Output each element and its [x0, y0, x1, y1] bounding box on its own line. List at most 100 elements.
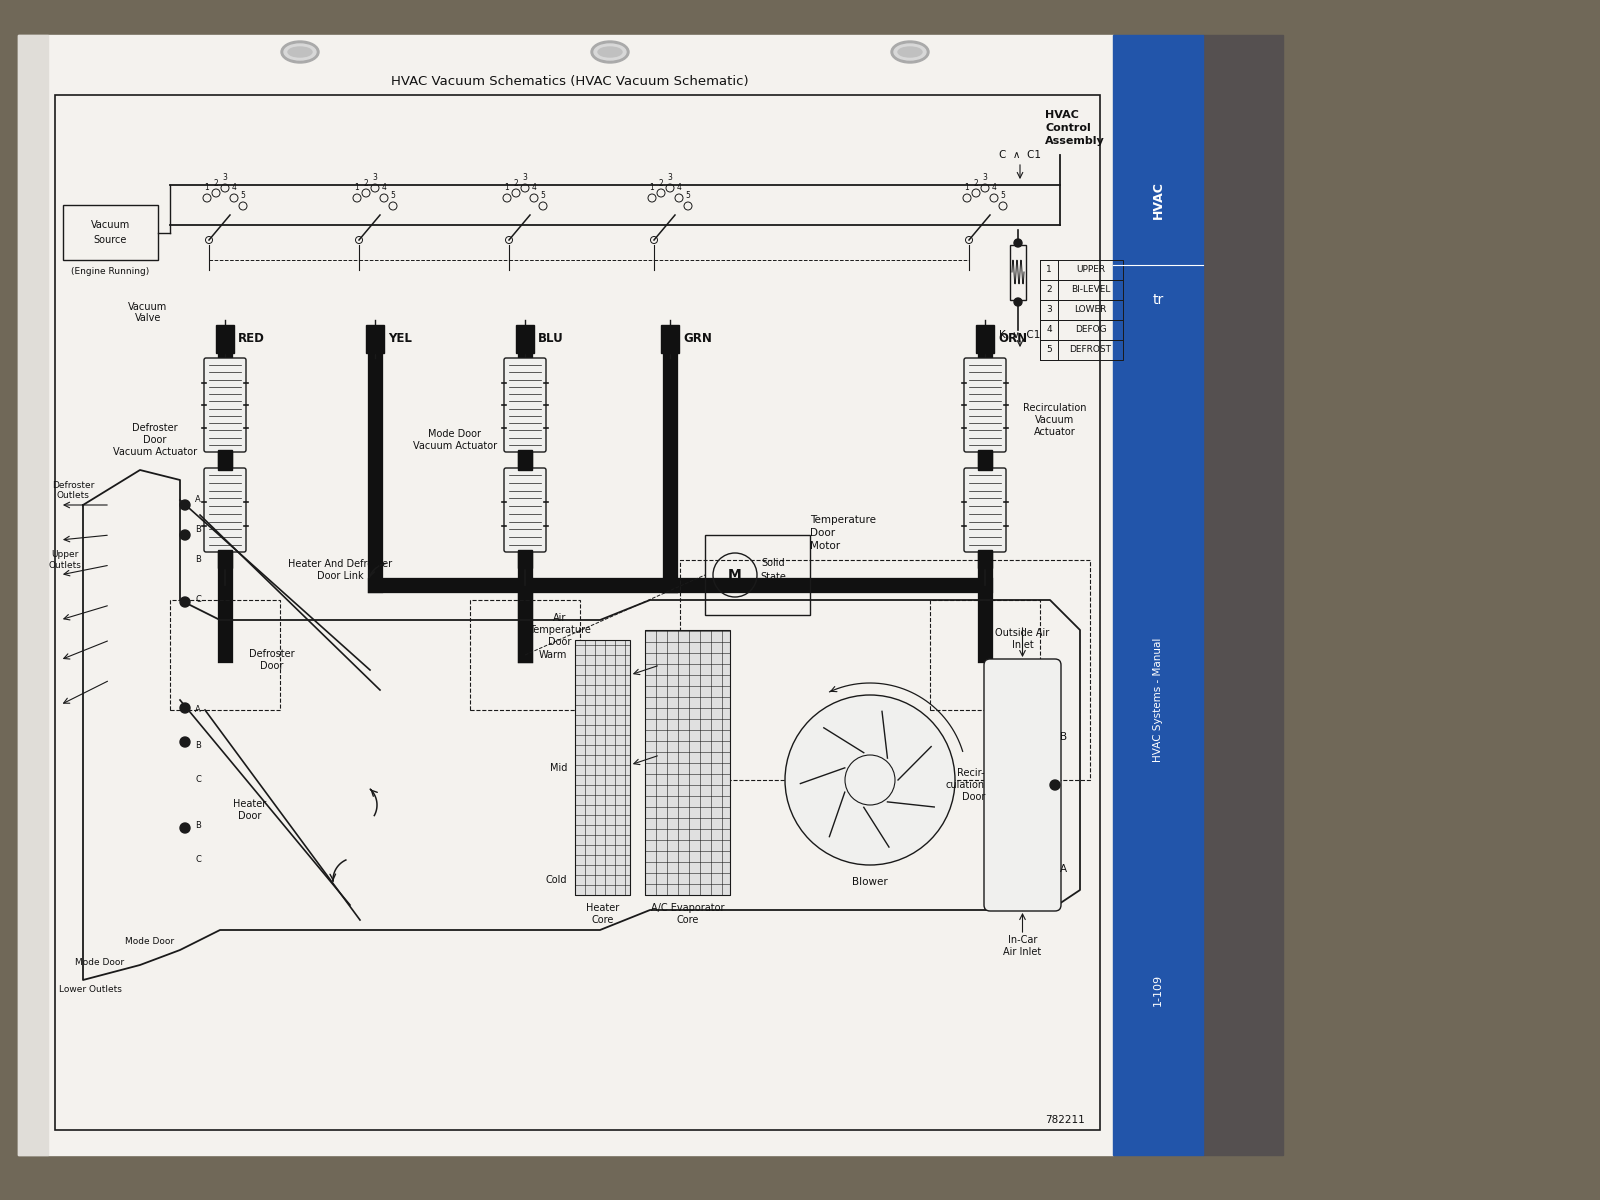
Circle shape	[179, 500, 190, 510]
Bar	[1040, 280, 1058, 300]
Bar	[1040, 300, 1058, 320]
Bar	[661, 325, 678, 353]
FancyBboxPatch shape	[205, 468, 246, 552]
Text: HVAC Vacuum Schematics (HVAC Vacuum Schematic): HVAC Vacuum Schematics (HVAC Vacuum Sche…	[390, 76, 749, 89]
Bar	[18, 35, 48, 1154]
Circle shape	[179, 596, 190, 607]
Text: Core: Core	[592, 914, 614, 925]
Bar	[706, 535, 810, 614]
Ellipse shape	[288, 47, 312, 56]
Text: Mode Door: Mode Door	[75, 958, 125, 967]
Text: DEFROST: DEFROST	[1069, 346, 1112, 354]
Text: HVAC: HVAC	[1045, 110, 1078, 120]
Ellipse shape	[285, 44, 317, 60]
Circle shape	[179, 530, 190, 540]
Text: 1-109: 1-109	[1154, 974, 1163, 1006]
Text: RED: RED	[238, 332, 266, 346]
Bar	[54, 95, 1101, 1130]
Text: UPPER: UPPER	[1075, 265, 1106, 275]
Bar	[978, 550, 992, 568]
Circle shape	[786, 695, 955, 865]
Text: Outside Air
Inlet: Outside Air Inlet	[995, 629, 1050, 650]
FancyBboxPatch shape	[504, 358, 546, 452]
Text: BI-LEVEL: BI-LEVEL	[1070, 286, 1110, 294]
Text: HVAC: HVAC	[1152, 181, 1165, 218]
Bar	[1114, 35, 1203, 1154]
Bar	[170, 600, 280, 710]
Text: Cold: Cold	[546, 875, 566, 886]
Text: 3: 3	[523, 174, 528, 182]
Bar	[1040, 260, 1123, 280]
Bar	[1010, 245, 1026, 300]
Text: 1: 1	[650, 184, 654, 192]
Text: Air
Temperature
Door: Air Temperature Door	[530, 613, 590, 647]
Text: (Engine Running): (Engine Running)	[72, 268, 150, 276]
Text: B: B	[195, 821, 202, 829]
Text: Lower Outlets: Lower Outlets	[59, 985, 122, 994]
Bar	[1203, 35, 1283, 1154]
Text: Source: Source	[94, 235, 126, 245]
Bar	[1040, 320, 1123, 340]
Text: 5: 5	[1046, 346, 1051, 354]
Text: Warm: Warm	[539, 650, 566, 660]
Text: B: B	[195, 740, 202, 750]
Bar	[1040, 340, 1058, 360]
Text: 2: 2	[659, 179, 664, 187]
FancyBboxPatch shape	[205, 358, 246, 452]
Text: 3: 3	[1046, 306, 1051, 314]
Text: Core: Core	[677, 914, 699, 925]
Text: 2: 2	[974, 179, 978, 187]
Text: 5: 5	[685, 192, 691, 200]
Text: B: B	[1059, 732, 1067, 742]
Text: Temperature: Temperature	[810, 515, 877, 526]
Bar	[930, 600, 1040, 710]
Text: tr: tr	[1152, 293, 1163, 307]
Ellipse shape	[282, 41, 318, 62]
Circle shape	[179, 703, 190, 713]
Text: State: State	[760, 572, 786, 582]
Text: 782211: 782211	[1045, 1115, 1085, 1126]
Bar	[518, 450, 531, 470]
Text: 4: 4	[381, 184, 387, 192]
Text: 1: 1	[355, 184, 360, 192]
Bar	[515, 325, 534, 353]
Circle shape	[845, 755, 894, 805]
Ellipse shape	[894, 44, 926, 60]
Text: DEFOG: DEFOG	[1075, 325, 1106, 335]
Bar	[1040, 260, 1058, 280]
Text: 3: 3	[222, 174, 227, 182]
Text: Recirculation
Vacuum
Actuator: Recirculation Vacuum Actuator	[1024, 403, 1086, 437]
FancyBboxPatch shape	[963, 468, 1006, 552]
Bar	[62, 205, 158, 260]
Text: Motor: Motor	[810, 541, 840, 551]
Bar	[218, 450, 232, 470]
Text: 1: 1	[965, 184, 970, 192]
Bar	[978, 450, 992, 470]
Text: Vacuum: Vacuum	[91, 220, 130, 230]
Text: ORN: ORN	[998, 332, 1027, 346]
Text: K  ∨  C1: K ∨ C1	[1000, 330, 1040, 340]
Text: LOWER: LOWER	[1074, 306, 1107, 314]
Text: BLU: BLU	[538, 332, 563, 346]
Bar	[1040, 280, 1123, 300]
Text: 2: 2	[514, 179, 518, 187]
Ellipse shape	[598, 47, 622, 56]
Bar	[574, 640, 630, 895]
Text: 5: 5	[240, 192, 245, 200]
Text: 3: 3	[982, 174, 987, 182]
Text: YEL: YEL	[387, 332, 411, 346]
FancyBboxPatch shape	[984, 659, 1061, 911]
Bar	[1040, 320, 1058, 340]
Text: 5: 5	[541, 192, 546, 200]
Circle shape	[179, 737, 190, 746]
Text: C: C	[195, 595, 202, 605]
Text: Solid: Solid	[762, 558, 786, 568]
Bar	[680, 560, 1090, 780]
Bar	[366, 325, 384, 353]
Text: Defroster
Door: Defroster Door	[250, 649, 294, 671]
Text: B: B	[195, 526, 202, 534]
Text: A: A	[195, 706, 202, 714]
Text: A: A	[195, 496, 202, 504]
Text: In-Car
Air Inlet: In-Car Air Inlet	[1003, 935, 1042, 956]
Text: Mode Door: Mode Door	[125, 937, 174, 947]
